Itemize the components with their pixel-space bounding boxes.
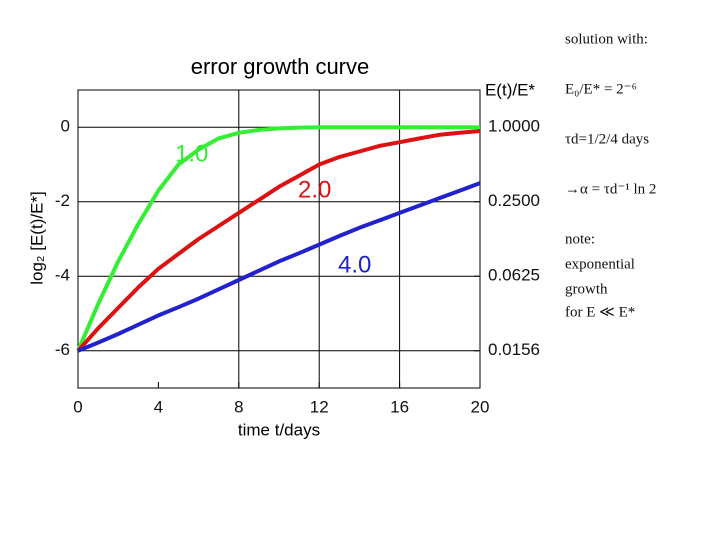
note-line: exponential [565, 256, 635, 272]
y-tick-label: -2 [55, 191, 70, 210]
note-line: for E ≪ E* [565, 304, 635, 320]
y2-tick-label: 0.0156 [488, 340, 540, 359]
y2-tick-label: 0.2500 [488, 191, 540, 210]
x-tick-label: 0 [73, 397, 82, 416]
y2-tick-label: 0.0625 [488, 266, 540, 285]
chart-title: error growth curve [191, 54, 370, 79]
note-line: growth [565, 281, 608, 297]
y2-tick-label: 1.0000 [488, 117, 540, 136]
series-line [76, 129, 481, 353]
x-axis-label: time t/days [238, 420, 320, 439]
y-tick-label: -4 [55, 266, 70, 285]
series-label: 2.0 [298, 176, 331, 203]
y-axis-label: log₂ [E(t)/E*] [27, 191, 46, 285]
note-line: solution with: [565, 31, 648, 47]
note-line: E₀/E* = 2⁻⁶ [565, 81, 637, 97]
notes: solution with: E₀/E* = 2⁻⁶ τd=1/2/4 days →α… [565, 31, 656, 320]
x-tick-label: 12 [310, 397, 329, 416]
y-tick-label: 0 [61, 117, 70, 136]
series-line [77, 181, 481, 353]
series-label: 4.0 [338, 251, 371, 278]
series-line [76, 125, 480, 352]
series-label: 1.0 [175, 140, 208, 167]
x-tick-label: 4 [154, 397, 163, 416]
y2-axis-label: E(t)/E* [485, 80, 535, 99]
y-tick-label: -6 [55, 340, 70, 359]
note-line: →α = τd⁻¹ ln 2 [565, 181, 656, 197]
x-tick-label: 16 [390, 397, 409, 416]
plot-frame [77, 89, 481, 389]
x-tick-label: 20 [471, 397, 490, 416]
x-tick-label: 8 [234, 397, 243, 416]
note-line: note: [565, 231, 595, 247]
note-line: τd=1/2/4 days [565, 131, 649, 147]
